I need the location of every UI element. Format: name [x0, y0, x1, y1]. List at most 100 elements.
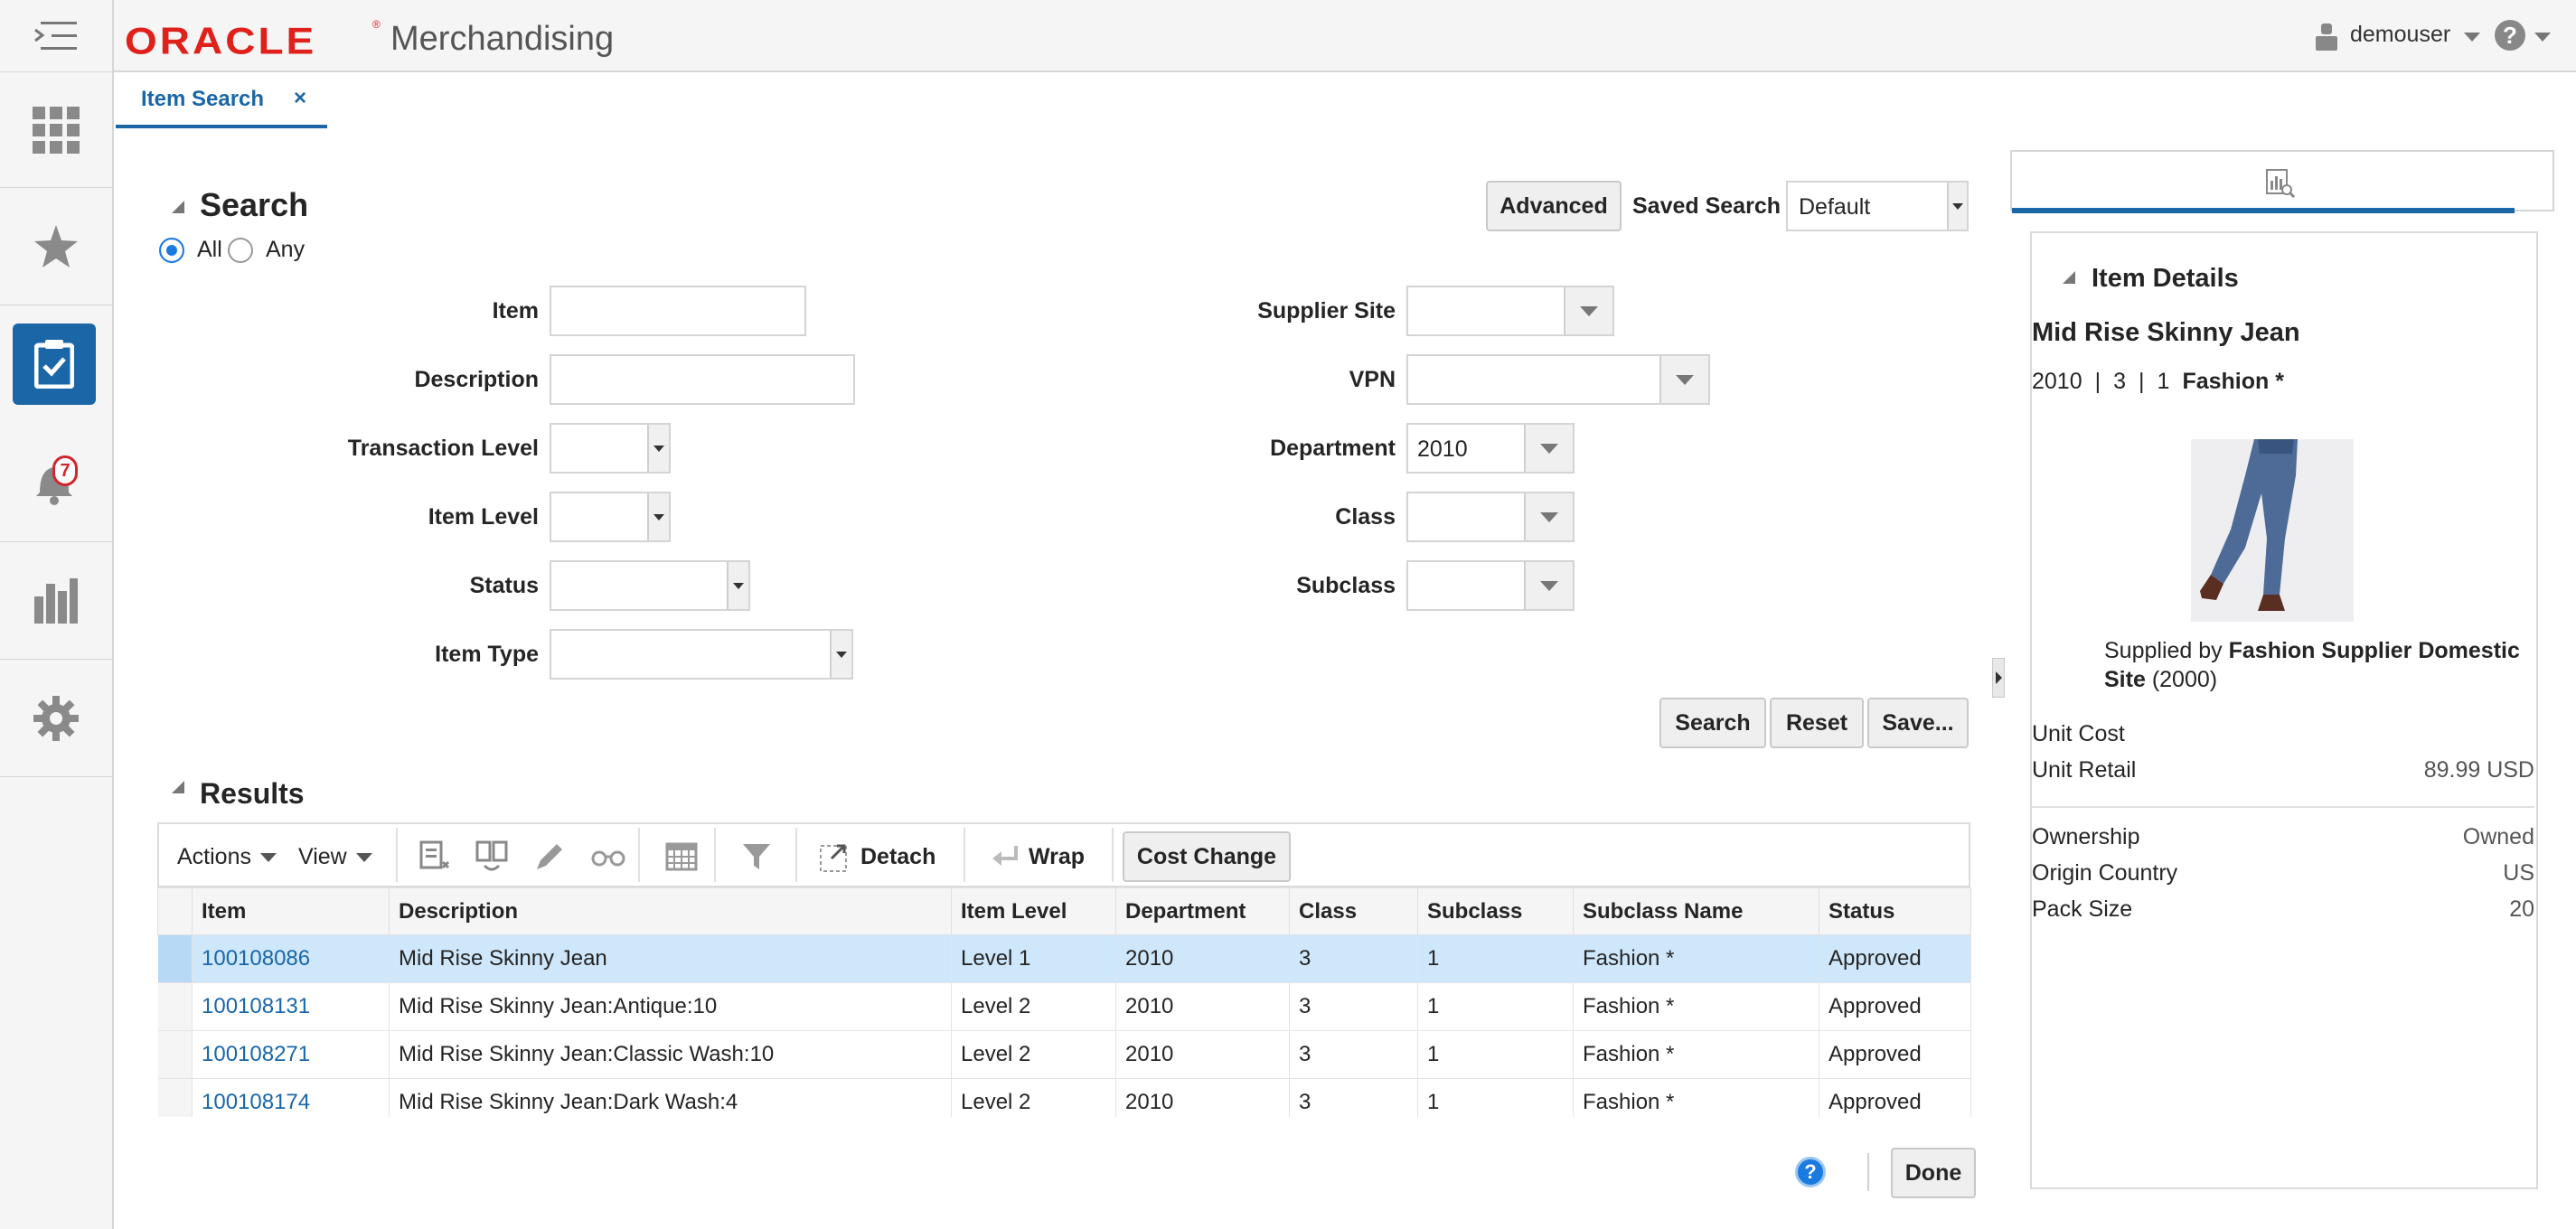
subclass-select[interactable]: [1406, 560, 1575, 611]
wrap-icon[interactable]: [992, 844, 1020, 876]
column-header-department[interactable]: Department: [1115, 887, 1290, 935]
cell-description: Mid Rise Skinny Jean:Antique:10: [389, 982, 952, 1031]
save-button[interactable]: Save...: [1867, 698, 1969, 748]
match-any-label: Any: [266, 237, 306, 262]
advanced-button[interactable]: Advanced: [1486, 181, 1622, 231]
table-row[interactable]: 100108131 Mid Rise Skinny Jean:Antique:1…: [157, 982, 1971, 1031]
match-any-radio[interactable]: [228, 238, 253, 263]
done-button[interactable]: Done: [1891, 1148, 1976, 1198]
item-link[interactable]: 100108131: [192, 982, 390, 1031]
status-dropdown-icon[interactable]: [727, 562, 748, 609]
item-type-select[interactable]: [550, 629, 853, 680]
toolbar-divider: [714, 828, 716, 882]
item-link[interactable]: 100108086: [192, 934, 390, 983]
grid-icon: [33, 106, 80, 154]
row-selector[interactable]: [157, 1030, 193, 1079]
column-header-description[interactable]: Description: [389, 887, 952, 935]
item-type-dropdown-icon[interactable]: [830, 631, 851, 678]
nav-settings[interactable]: [0, 660, 112, 777]
column-header-status[interactable]: Status: [1819, 887, 1971, 935]
panel-splitter-handle[interactable]: [1992, 658, 2005, 698]
hierarchy-dept: 2010: [2032, 369, 2082, 394]
cell-status: Approved: [1819, 934, 1971, 983]
vpn-dropdown-icon[interactable]: [1659, 356, 1708, 403]
item-link[interactable]: 100108271: [192, 1030, 390, 1079]
column-header-subclass-name[interactable]: Subclass Name: [1573, 887, 1819, 935]
nav-dashboard[interactable]: [0, 72, 112, 188]
collapse-search-icon[interactable]: [172, 201, 184, 213]
class-dropdown-icon[interactable]: [1524, 493, 1573, 540]
item-level-dropdown-icon[interactable]: [647, 493, 669, 540]
search-button[interactable]: Search: [1659, 698, 1766, 748]
user-menu-chevron-icon[interactable]: [2464, 33, 2480, 42]
saved-search-label: Saved Search: [1632, 193, 1781, 219]
wrap-button[interactable]: Wrap: [1029, 844, 1086, 869]
collapse-results-icon[interactable]: [172, 781, 184, 793]
duplicate-icon[interactable]: [475, 840, 508, 879]
reset-button[interactable]: Reset: [1770, 698, 1864, 748]
hierarchy-class: 3: [2113, 369, 2127, 394]
column-header-subclass[interactable]: Subclass: [1417, 887, 1574, 935]
tab-item-search[interactable]: [116, 72, 327, 128]
actions-menu[interactable]: Actions: [177, 844, 251, 869]
match-all-radio[interactable]: [159, 238, 184, 263]
create-icon[interactable]: [419, 840, 450, 879]
item-input[interactable]: [550, 286, 806, 336]
view-icon[interactable]: [591, 844, 625, 876]
origin-country-value: US: [2503, 860, 2534, 886]
subclass-dropdown-icon[interactable]: [1524, 562, 1573, 609]
help-icon[interactable]: ?: [2495, 20, 2525, 51]
saved-search-select[interactable]: Default: [1786, 181, 1969, 231]
column-header-item[interactable]: Item: [192, 887, 390, 935]
help-menu-chevron-icon[interactable]: [2534, 33, 2551, 42]
user-menu[interactable]: demouser: [2350, 22, 2451, 47]
description-input[interactable]: [550, 354, 855, 405]
results-toolbar: [157, 822, 1970, 887]
details-panel-tab[interactable]: [2010, 150, 2554, 211]
edit-icon[interactable]: [533, 840, 566, 879]
department-select[interactable]: 2010: [1406, 423, 1575, 474]
nav-tasks[interactable]: [13, 324, 96, 405]
status-select[interactable]: [550, 560, 750, 611]
help-icon[interactable]: ?: [1795, 1157, 1826, 1187]
view-menu[interactable]: View: [298, 844, 347, 869]
reports-icon: [34, 577, 78, 624]
actions-chevron-icon[interactable]: [260, 853, 277, 862]
toolbar-divider: [638, 828, 640, 882]
menu-button[interactable]: [0, 0, 112, 72]
detach-button[interactable]: Detach: [860, 844, 936, 869]
cell-status: Approved: [1819, 982, 1971, 1031]
cost-change-button[interactable]: Cost Change: [1123, 831, 1291, 882]
vpn-select[interactable]: [1406, 354, 1710, 405]
user-icon[interactable]: [2316, 23, 2337, 51]
cell-item-level: Level 2: [951, 982, 1116, 1031]
nav-favorites[interactable]: [0, 188, 112, 305]
row-selector[interactable]: [157, 982, 193, 1031]
supplier-site-select[interactable]: [1406, 286, 1614, 336]
table-row[interactable]: 100108086 Mid Rise Skinny Jean Level 1 2…: [157, 934, 1971, 983]
detach-icon[interactable]: [819, 840, 850, 879]
cell-class: 3: [1289, 982, 1418, 1031]
nav-reports[interactable]: [0, 542, 112, 660]
class-select[interactable]: [1406, 492, 1575, 542]
view-chevron-icon[interactable]: [356, 853, 372, 862]
tab-close-icon[interactable]: ×: [294, 86, 307, 110]
filter-icon[interactable]: [741, 842, 772, 877]
tab-label[interactable]: Item Search: [141, 87, 265, 111]
saved-search-dropdown-icon[interactable]: [1947, 183, 1967, 230]
item-level-select[interactable]: [550, 492, 671, 542]
supplier-site-dropdown-icon[interactable]: [1564, 287, 1612, 334]
transaction-level-select[interactable]: [550, 423, 671, 474]
collapse-item-details-icon[interactable]: [2063, 271, 2075, 284]
export-spreadsheet-icon[interactable]: [665, 840, 698, 879]
column-header-item-level[interactable]: Item Level: [951, 887, 1116, 935]
app-name: Merchandising: [390, 20, 615, 58]
cell-subclass-name: Fashion *: [1573, 982, 1819, 1031]
toolbar-divider: [964, 828, 965, 882]
department-dropdown-icon[interactable]: [1524, 425, 1573, 472]
row-selector[interactable]: [157, 934, 193, 983]
table-row[interactable]: 100108271 Mid Rise Skinny Jean:Classic W…: [157, 1030, 1971, 1079]
column-header-class[interactable]: Class: [1289, 887, 1418, 935]
hierarchy-sep: |: [2139, 369, 2145, 394]
transaction-level-dropdown-icon[interactable]: [647, 425, 669, 472]
